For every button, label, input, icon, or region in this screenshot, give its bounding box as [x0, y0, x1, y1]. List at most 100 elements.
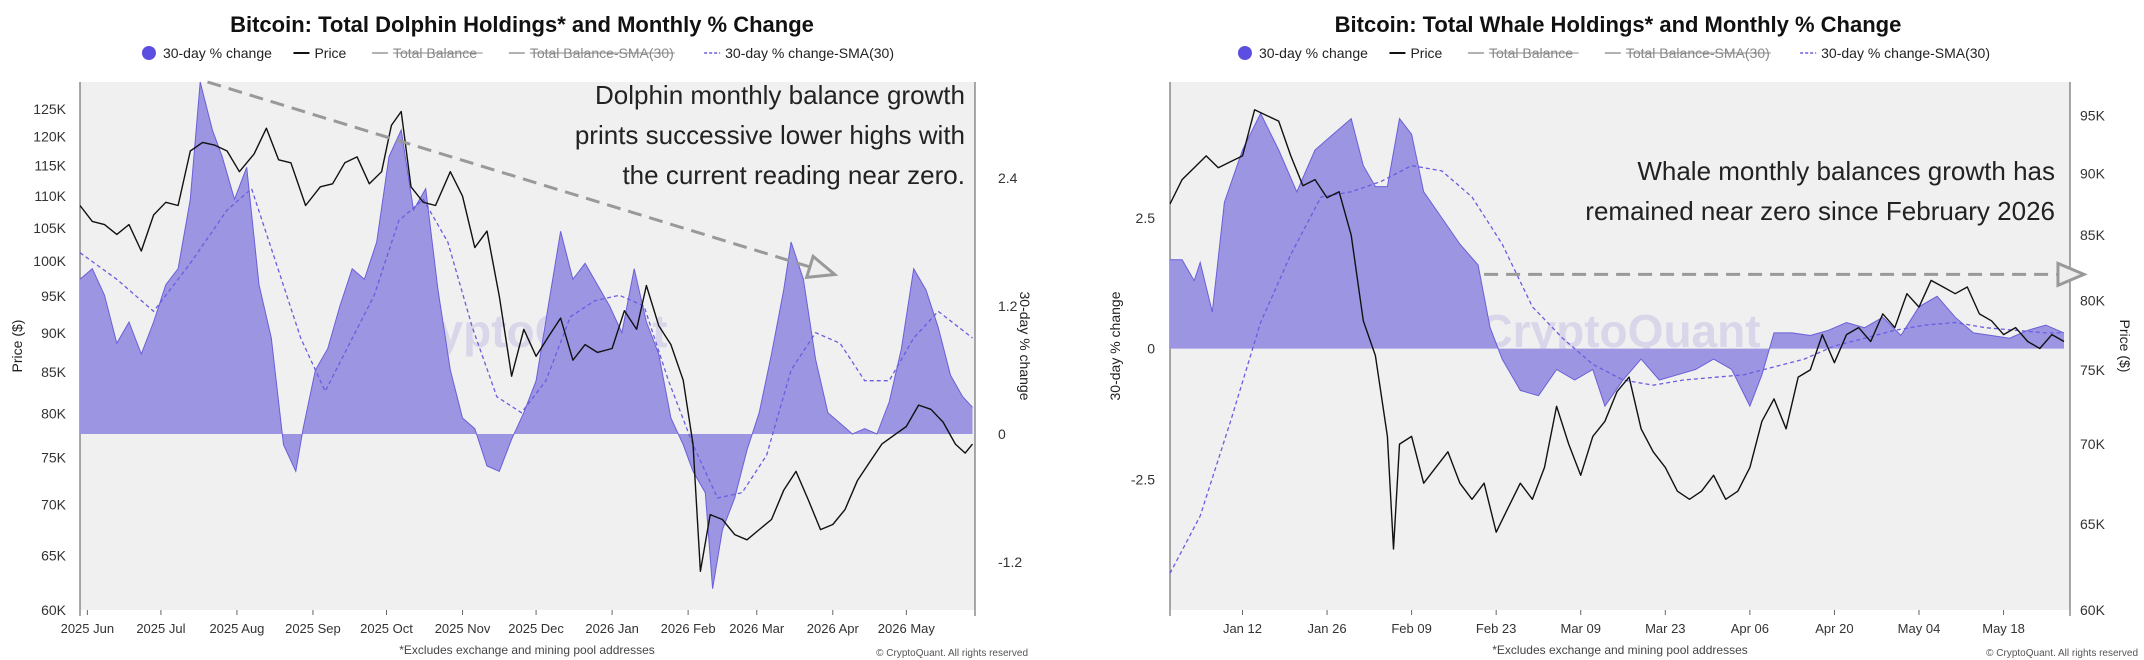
legend-item: Total Balance [371, 45, 483, 61]
legend-item: 30-day % change [141, 45, 272, 61]
x-tick-label: 2025 Nov [435, 621, 491, 636]
x-tick-label: 2026 Feb [661, 621, 716, 636]
chart-title: Bitcoin: Total Dolphin Holdings* and Mon… [230, 12, 814, 37]
price-axis-title: Price ($) [2117, 320, 2133, 373]
legend-label: 30-day % change [163, 45, 272, 61]
footnote: *Excludes exchange and mining pool addre… [1492, 643, 1748, 657]
legend-item: Total Balance-SMA(30) [508, 45, 675, 61]
legend-item: Total Balance [1467, 45, 1579, 61]
price-tick-label: 65K [41, 547, 67, 563]
price-tick-label: 80K [41, 406, 67, 422]
legend: 30-day % change Price Total Balance Total B… [1237, 45, 1990, 61]
legend-dot-icon [141, 46, 156, 60]
pct-tick-label: 2.5 [1136, 210, 1156, 226]
chart-panel-2: CryptoQuant Bitcoin: Total Whale Holdings… [1107, 12, 2138, 659]
price-tick-label: 70K [2080, 436, 2106, 452]
pct-change-line [1170, 112, 2065, 408]
price-tick-label: 80K [2080, 292, 2106, 308]
legend-label: Price [1410, 45, 1442, 61]
pct-tick-label: -1.2 [998, 554, 1022, 570]
annotation-line: Dolphin monthly balance growth [595, 80, 965, 110]
x-tick-label: Apr 20 [1815, 621, 1853, 636]
price-tick-label: 85K [2080, 227, 2106, 243]
x-tick-label: 2025 Oct [360, 621, 413, 636]
x-tick-label: 2025 Aug [209, 621, 264, 636]
trend-arrow-head-icon [2056, 261, 2088, 288]
price-axis-title: Price ($) [9, 320, 25, 373]
x-tick-label: 2026 Mar [729, 621, 785, 636]
trend-arrow-head-icon [804, 253, 839, 280]
pct-tick-label: 0 [1147, 341, 1155, 357]
legend-label: 30-day % change [1259, 45, 1368, 61]
pct-tick-label: -2.5 [1131, 471, 1155, 487]
legend-dot-icon [1237, 46, 1252, 60]
pct-axis-title: 30-day % change [1107, 291, 1123, 400]
annotation-line: Whale monthly balances growth has [1637, 156, 2055, 186]
x-tick-label: 2026 Jan [585, 621, 639, 636]
x-tick-label: Apr 06 [1731, 621, 1769, 636]
legend-item: 30-day % change-SMA(30) [1800, 45, 1990, 61]
price-tick-label: 70K [41, 497, 67, 513]
copyright: © CryptoQuant. All rights reserved [1986, 648, 2138, 659]
x-tick-label: 2025 Jul [136, 621, 185, 636]
watermark-text: CryptoQuant [1479, 305, 1760, 357]
pct-change-sma30-line [79, 187, 973, 499]
x-tick-label: 2025 Jun [61, 621, 115, 636]
x-tick-label: 2025 Dec [508, 621, 564, 636]
price-tick-label: 65K [2080, 516, 2106, 532]
x-tick-label: 2025 Sep [285, 621, 341, 636]
pct-change-sma30-line [1169, 164, 2064, 574]
pct-tick-label: 0 [998, 426, 1006, 442]
annotation-line: prints successive lower highs with [575, 120, 965, 150]
legend-label: 30-day % change-SMA(30) [1821, 45, 1990, 61]
price-tick-label: 115K [34, 158, 66, 174]
price-tick-label: 90K [2080, 166, 2106, 182]
legend-item: Total Balance-SMA(30) [1604, 45, 1771, 61]
price-tick-label: 75K [2080, 362, 2106, 378]
x-tick-label: Jan 12 [1223, 621, 1262, 636]
price-tick-label: 95K [41, 288, 67, 304]
pct-axis-title: 30-day % change [1017, 292, 1033, 401]
legend-item: 30-day % change-SMA(30) [704, 45, 894, 61]
price-tick-label: 60K [2080, 602, 2106, 618]
price-tick-label: 110K [34, 188, 66, 204]
legend-item: Price [1389, 45, 1443, 61]
price-tick-label: 60K [41, 602, 67, 618]
price-tick-label: 120K [33, 129, 66, 145]
x-tick-label: May 18 [1982, 621, 2025, 636]
pct-tick-label: 1.2 [998, 298, 1018, 314]
pct-tick-label: 2.4 [998, 170, 1018, 186]
pct-change-area [1170, 113, 2064, 407]
price-tick-label: 125K [33, 101, 66, 117]
annotation-line: remained near zero since February 2026 [1585, 196, 2055, 226]
price-line [1169, 109, 2065, 550]
x-tick-label: Feb 23 [1476, 621, 1516, 636]
legend-item: Price [293, 45, 347, 61]
x-tick-label: 2026 May [878, 621, 936, 636]
legend-label: 30-day % change-SMA(30) [725, 45, 894, 61]
price-tick-label: 95K [2080, 107, 2106, 123]
price-tick-label: 105K [33, 220, 66, 236]
price-tick-label: 75K [41, 450, 67, 466]
x-tick-label: Feb 09 [1391, 621, 1431, 636]
x-tick-label: May 04 [1898, 621, 1941, 636]
copyright: © CryptoQuant. All rights reserved [876, 648, 1028, 659]
price-tick-label: 85K [41, 364, 67, 380]
legend-label: Price [314, 45, 346, 61]
chart-title: Bitcoin: Total Whale Holdings* and Month… [1335, 12, 1902, 37]
x-tick-label: 2026 Apr [807, 621, 860, 636]
pct-change-line [79, 81, 973, 589]
legend-item: 30-day % change [1237, 45, 1368, 61]
pct-change-area [80, 82, 973, 589]
price-tick-label: 100K [33, 253, 66, 269]
trend-arrow-line [207, 80, 817, 271]
annotation-line: the current reading near zero. [622, 160, 965, 190]
footnote: *Excludes exchange and mining pool addre… [399, 643, 655, 657]
x-tick-label: Mar 09 [1561, 621, 1601, 636]
x-tick-label: Mar 23 [1645, 621, 1685, 636]
legend: 30-day % change Price Total Balance Total B… [141, 45, 894, 61]
price-tick-label: 90K [41, 325, 67, 341]
price-line [79, 110, 974, 572]
